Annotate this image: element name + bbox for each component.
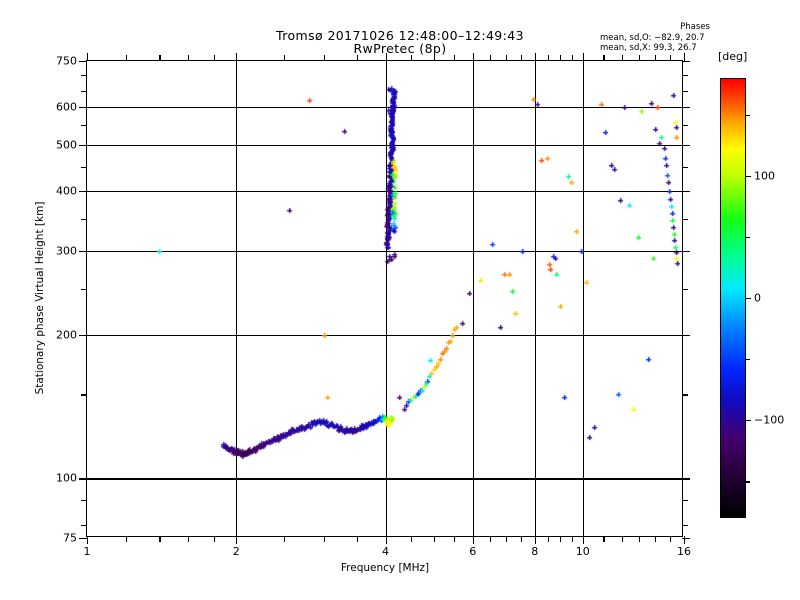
colorbar-minor-tick [746,237,750,238]
colorbar-minor-tick [746,359,750,360]
y-axis-tick-label: 200 [56,328,77,341]
plot-area: 75 100 200 300 400 500 600 750 1 2 4 6 8 10 16 [86,60,683,537]
plot-subtitle: RwPretec (8p) [353,41,446,56]
x-axis-tick-label: 8 [531,545,538,558]
scatter-canvas [87,61,684,538]
x-axis-tick [236,53,237,61]
x-axis-tick-label: 2 [233,545,240,558]
x-axis-tick [535,53,536,61]
x-axis-label: Frequency [MHz] [341,562,429,574]
colorbar: 100 0 −100 [720,78,746,518]
statistics-heading: Phases [600,22,772,33]
y-axis-tick-label: 100 [56,472,77,485]
colorbar-unit-label: [deg] [718,50,747,63]
x-axis-tick-label: 1 [84,545,91,558]
y-axis-tick [79,538,87,539]
statistics-o-mode: mean, sd,O: −82.9, 20.7 [600,33,772,44]
y-axis-tick [79,335,87,336]
colorbar-tick [746,176,751,177]
y-axis-label: Stationary phase Virtual Height [km] [34,202,46,395]
x-axis-tick-label: 4 [382,545,389,558]
colorbar-tick-label: −100 [754,414,784,427]
y-axis-tick-label: 400 [56,185,77,198]
x-axis-tick-label: 16 [677,545,691,558]
y-axis-tick [79,251,87,252]
x-axis-tick [87,53,88,61]
y-axis-tick [79,478,87,479]
x-axis-tick [684,536,685,544]
colorbar-tick [746,298,751,299]
x-axis-tick [684,53,685,61]
x-axis-tick [583,53,584,61]
colorbar-tick-label: 0 [754,292,761,305]
ionogram-figure: Tromsø 20171026 12:48:00–12:49:43 RwPret… [0,0,800,600]
colorbar-minor-tick [746,115,750,116]
colorbar-tick [746,420,751,421]
phase-statistics-block: Phases mean, sd,O: −82.9, 20.7 mean, sd,… [600,22,772,54]
x-axis-tick [386,53,387,61]
y-axis-tick [79,61,87,62]
y-axis-tick-label: 500 [56,138,77,151]
x-axis-tick-label: 6 [469,545,476,558]
x-axis-tick-label: 10 [576,545,590,558]
scatter-layer [87,61,682,536]
colorbar-tick-label: 100 [754,169,775,182]
colorbar-gradient [720,78,746,518]
y-axis-tick [79,191,87,192]
y-axis-tick-label: 75 [63,532,77,545]
y-axis-tick [79,107,87,108]
y-axis-tick-label: 600 [56,101,77,114]
colorbar-minor-tick [746,481,750,482]
y-axis-tick [79,145,87,146]
y-axis-tick-label: 750 [56,55,77,68]
x-axis-tick [473,53,474,61]
y-axis-tick-label: 300 [56,244,77,257]
